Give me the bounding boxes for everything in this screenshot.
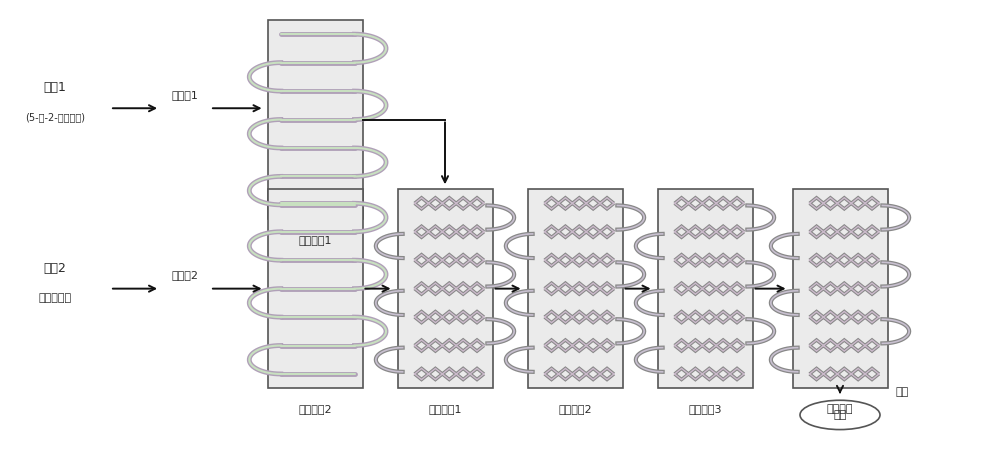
Text: 处理: 处理 <box>895 387 908 397</box>
Text: (5-氯-2-甲酸噻吩): (5-氯-2-甲酸噻吩) <box>25 112 85 122</box>
Text: 降温模块: 降温模块 <box>827 404 853 414</box>
Text: 预热模块1: 预热模块1 <box>298 235 332 244</box>
Text: 计量泵2: 计量泵2 <box>172 270 198 280</box>
Text: 反应模块3: 反应模块3 <box>688 404 722 414</box>
Text: 预热模块2: 预热模块2 <box>298 404 332 414</box>
Text: 计量泵1: 计量泵1 <box>172 90 198 100</box>
Ellipse shape <box>800 400 880 429</box>
Text: 物料1: 物料1 <box>44 82 66 94</box>
Text: 反应模块2: 反应模块2 <box>558 404 592 414</box>
Text: 反应模块1: 反应模块1 <box>428 404 462 414</box>
Bar <box>528 189 622 388</box>
Text: （三光气）: （三光气） <box>38 293 72 303</box>
Text: 物料2: 物料2 <box>44 262 66 275</box>
Bar <box>792 189 888 388</box>
Bar <box>398 189 492 388</box>
Text: 产品: 产品 <box>833 410 847 420</box>
Bar <box>658 189 753 388</box>
Bar <box>268 189 362 388</box>
Bar <box>268 20 362 219</box>
